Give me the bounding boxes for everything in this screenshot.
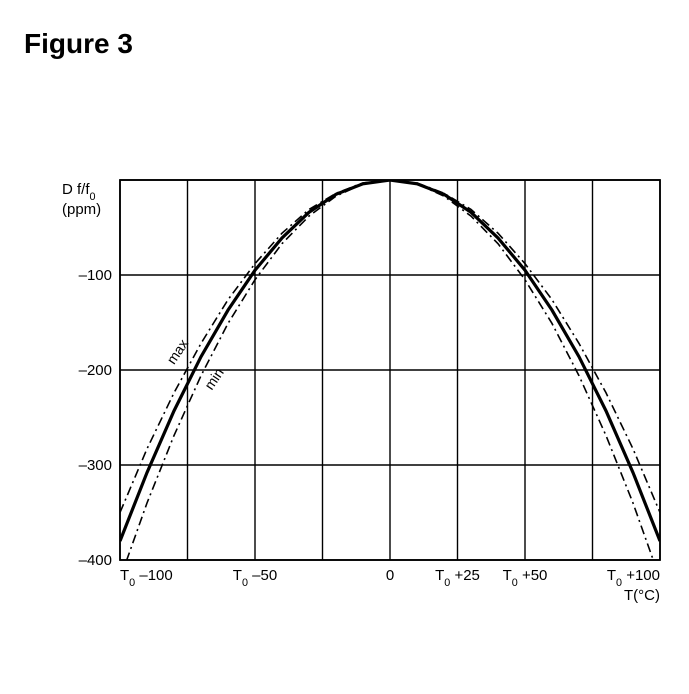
min-label: min	[201, 365, 227, 393]
frequency-temperature-chart: –100 –200 –300 –400 D f/f0(ppm) T0 –100 T0 –50…	[50, 170, 670, 620]
y-tick-label: –100	[79, 267, 112, 284]
x-tick-label: T0 +100	[607, 567, 660, 589]
x-axis-label: T(°C)	[624, 587, 660, 604]
y-tick-label: –300	[79, 457, 112, 474]
y-tick-label: –400	[79, 552, 112, 569]
x-tick-label: 0	[386, 567, 394, 584]
x-tick-label: T0 –100	[120, 567, 173, 589]
y-axis-label-unit: (ppm)	[62, 201, 101, 218]
figure-title: Figure 3	[24, 28, 665, 60]
x-tick-label: T0 –50	[233, 567, 277, 589]
y-tick-label: –200	[79, 362, 112, 379]
y-axis-label: D f/f0	[62, 181, 96, 203]
x-tick-label: T0 +50	[503, 567, 548, 589]
x-tick-label: T0 +25	[435, 567, 480, 589]
